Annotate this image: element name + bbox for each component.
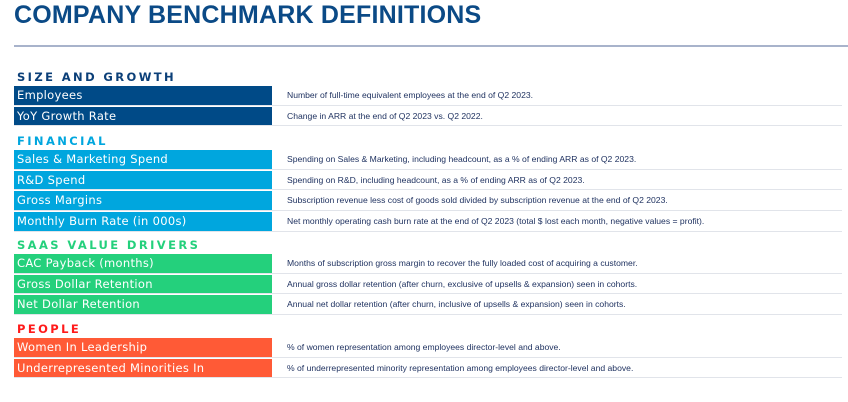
metric-label: Women In Leadership xyxy=(14,338,272,357)
section-heading: PEOPLE xyxy=(17,322,82,336)
metric-label: Underrepresented Minorities In Leadershi… xyxy=(14,358,272,393)
section-people: PEOPLE Women In Leadership % of women repr… xyxy=(14,320,842,393)
section-heading: FINANCIAL xyxy=(17,134,108,148)
metric-label: Sales & Marketing Spend xyxy=(14,150,272,169)
metric-definition: Spending on Sales & Marketing, including… xyxy=(287,154,637,164)
table-row: CAC Payback (months) Months of subscripti… xyxy=(14,254,842,274)
metric-definition: Annual gross dollar retention (after chu… xyxy=(287,278,638,289)
metric-definition: % of underrepresented minority represent… xyxy=(287,362,634,373)
section-size-and-growth: SIZE AND GROWTH Employees Number of full-t… xyxy=(14,68,842,127)
table-row: YoY Growth Rate Change in ARR at the end … xyxy=(14,106,842,127)
table-row: Monthly Burn Rate (in 000s) Net monthly o… xyxy=(14,212,842,232)
metric-label: Employees xyxy=(14,86,272,105)
metric-definition: Annual net dollar retention (after churn… xyxy=(287,299,626,310)
table-row: R&D Spend Spending on R&D, including head… xyxy=(14,170,842,191)
metric-label: R&D Spend xyxy=(14,170,272,190)
table-row: Underrepresented Minorities In Leadershi… xyxy=(14,358,842,393)
metric-definition: Spending on R&D, including headcount, as… xyxy=(287,174,585,185)
metric-definition: % of women representation among employee… xyxy=(287,342,561,352)
section-saas-value-drivers: SAAS VALUE DRIVERS CAC Payback (months) Mo… xyxy=(14,236,842,316)
metric-definition: Net monthly operating cash burn rate at … xyxy=(287,216,705,227)
section-heading: SAAS VALUE DRIVERS xyxy=(17,238,201,252)
metric-definition: Number of full-time equivalent employees… xyxy=(287,90,534,100)
table-row: Women In Leadership % of women representa… xyxy=(14,338,842,358)
page-title: COMPANY BENCHMARK DEFINITIONS xyxy=(14,1,482,29)
table-row: Net Dollar Retention Annual net dollar re… xyxy=(14,295,842,315)
table-row: Gross Dollar Retention Annual gross dolla… xyxy=(14,274,842,295)
section-heading: SIZE AND GROWTH xyxy=(17,70,177,84)
metric-label: Gross Dollar Retention xyxy=(14,274,272,294)
metric-label: Net Dollar Retention xyxy=(14,295,272,314)
divider xyxy=(14,45,848,47)
section-financial: FINANCIAL Sales & Marketing Spend Spending… xyxy=(14,132,842,233)
metric-label: YoY Growth Rate xyxy=(14,106,272,126)
metric-label: Monthly Burn Rate (in 000s) xyxy=(14,212,272,231)
metric-label: Gross Margins xyxy=(14,191,272,210)
table-row: Sales & Marketing Spend Spending on Sales… xyxy=(14,150,842,170)
metric-definition: Subscription revenue less cost of goods … xyxy=(287,195,668,206)
table-row: Gross Margins Subscription revenue less c… xyxy=(14,191,842,211)
table-row: Employees Number of full-time equivalent … xyxy=(14,86,842,106)
metric-definition: Change in ARR at the end of Q2 2023 vs. … xyxy=(287,110,483,121)
metric-label: CAC Payback (months) xyxy=(14,254,272,273)
metric-definition: Months of subscription gross margin to r… xyxy=(287,258,638,268)
